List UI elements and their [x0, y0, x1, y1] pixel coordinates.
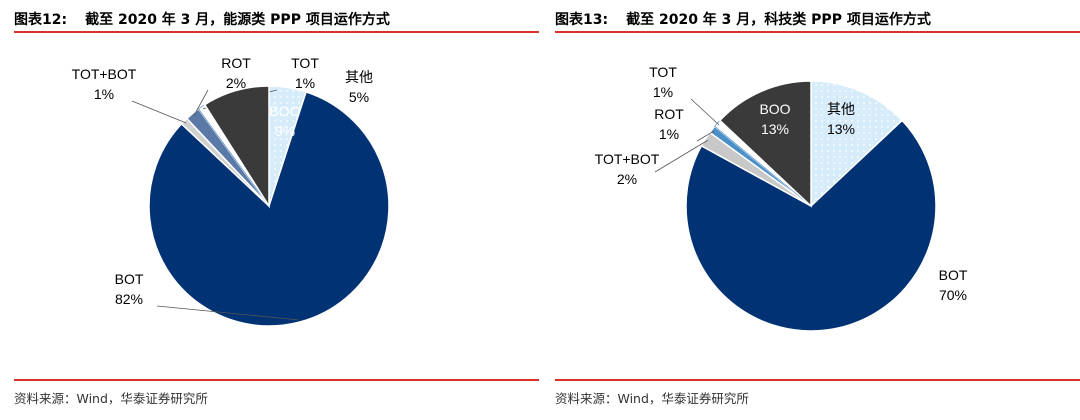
slice-name-label-1: BOT — [115, 271, 144, 287]
slice-name-label-4: TOT — [291, 55, 319, 71]
leader-line-2 — [131, 100, 186, 124]
pie-slice-1 — [685, 119, 937, 332]
leader-line-1 — [156, 305, 299, 321]
pie-slice-0 — [810, 80, 904, 208]
slice-value-label-5: 9% — [275, 123, 295, 139]
figure-title: 截至 2020 年 3 月，能源类 PPP 项目运作方式 — [85, 12, 390, 28]
figure-number: 图表13: — [555, 12, 609, 28]
figure-number: 图表12: — [14, 12, 68, 28]
chart-panel-energy: 图表12: 截至 2020 年 3 月，能源类 PPP 项目运作方式 其他 5% BO… — [14, 0, 539, 420]
slice-name-label-2: TOT+BOT — [72, 66, 137, 82]
slice-value-label-2: 1% — [94, 86, 114, 102]
leader-line-3 — [193, 89, 209, 116]
slice-name-label-0: 其他 — [827, 101, 855, 117]
slice-name-label-5: BOO — [269, 103, 300, 119]
slice-value-label-3: 2% — [226, 75, 246, 91]
slice-name-label-3: ROT — [654, 106, 684, 122]
pie-chart-energy: 其他 5% BOT 82% TOT+BOT 1% ROT 2% TOT 1% BOO 9% — [72, 55, 390, 327]
title-rule — [14, 31, 539, 33]
slice-name-label-2: TOT+BOT — [595, 151, 660, 167]
pie-slice-5 — [718, 80, 812, 208]
slice-value-label-3: 1% — [659, 126, 679, 142]
leader-line-2 — [654, 140, 708, 173]
slice-value-label-5: 13% — [761, 121, 789, 137]
slice-name-label-4: TOT — [649, 64, 677, 80]
slice-name-label-1: BOT — [939, 267, 968, 283]
leader-line-3 — [696, 130, 715, 142]
source-note: 资料来源：Wind，华泰证券研究所 — [555, 391, 749, 406]
source-rule — [14, 379, 539, 381]
slice-name-label-0: 其他 — [345, 69, 373, 85]
pie-chart-tech: 其他 13% BOT 70% TOT+BOT 2% ROT 1% TOT 1% BOO 13% — [595, 64, 968, 332]
figure-title: 截至 2020 年 3 月，科技类 PPP 项目运作方式 — [626, 12, 931, 28]
chart-panel-tech: 图表13: 截至 2020 年 3 月，科技类 PPP 项目运作方式 其他 13% B… — [555, 0, 1080, 420]
slice-value-label-0: 13% — [827, 121, 855, 137]
slice-name-label-3: ROT — [221, 55, 251, 71]
slice-value-label-0: 5% — [349, 89, 369, 105]
chart-title: 图表12: 截至 2020 年 3 月，能源类 PPP 项目运作方式 — [14, 9, 390, 29]
slice-name-label-5: BOO — [759, 101, 790, 117]
title-rule — [555, 31, 1080, 33]
source-rule — [555, 379, 1080, 381]
source-note: 资料来源：Wind，华泰证券研究所 — [14, 391, 208, 406]
leader-line-4 — [690, 98, 720, 126]
slice-value-label-2: 2% — [617, 171, 637, 187]
pie-slice-5 — [203, 85, 270, 209]
slice-value-label-4: 1% — [295, 75, 315, 91]
slice-value-label-1: 82% — [115, 291, 143, 307]
slice-value-label-4: 1% — [653, 84, 673, 100]
chart-title: 图表13: 截至 2020 年 3 月，科技类 PPP 项目运作方式 — [555, 9, 931, 29]
slice-value-label-1: 70% — [939, 287, 967, 303]
